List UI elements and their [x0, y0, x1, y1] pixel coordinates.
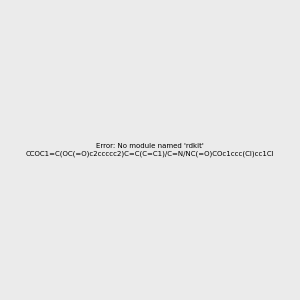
Text: Error: No module named 'rdkit'
CCOC1=C(OC(=O)c2ccccc2)C=C(C=C1)/C=N/NC(=O)COc1cc: Error: No module named 'rdkit' CCOC1=C(O… — [26, 143, 274, 157]
